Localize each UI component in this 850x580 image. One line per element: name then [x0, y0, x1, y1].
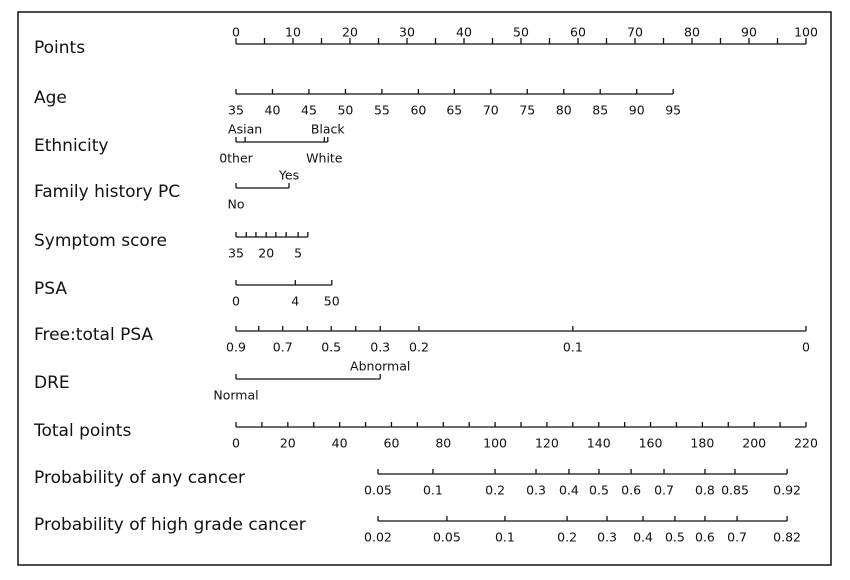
- tick-label: 0.5: [589, 483, 609, 498]
- tick-label: 4: [291, 294, 299, 309]
- tick-label: 180: [690, 436, 714, 451]
- tick-label: 0.7: [273, 340, 293, 355]
- tick-label: 0: [232, 294, 240, 309]
- tick-label: 65: [446, 103, 462, 118]
- tick-label: 20: [280, 436, 296, 451]
- tick-label: 160: [639, 436, 663, 451]
- row-label: Probability of high grade cancer: [34, 515, 306, 535]
- tick-label: 45: [301, 103, 317, 118]
- tick-label: 140: [587, 436, 611, 451]
- tick-label: 50: [513, 25, 529, 40]
- tick-label: 0.1: [563, 340, 583, 355]
- tick-label: 0.05: [364, 483, 392, 498]
- tick-label: 75: [519, 103, 535, 118]
- tick-label: 35: [228, 103, 244, 118]
- tick-label: 100: [483, 436, 507, 451]
- frame: [17, 11, 832, 566]
- tick-label: 60: [384, 436, 400, 451]
- tick-label: 40: [456, 25, 472, 40]
- tick-label: 0.2: [557, 530, 577, 545]
- tick-label: Normal: [213, 388, 258, 403]
- tick-label: 0.4: [633, 530, 653, 545]
- row-label: Total points: [33, 421, 131, 441]
- tick-label: 35: [228, 246, 244, 261]
- row-label: PSA: [34, 279, 67, 299]
- tick-label: 200: [742, 436, 766, 451]
- tick-label: 60: [410, 103, 426, 118]
- tick-label: 30: [399, 25, 415, 40]
- tick-label: 0.05: [433, 530, 461, 545]
- tick-label: Asian: [228, 122, 262, 137]
- row-label: Probability of any cancer: [34, 468, 245, 488]
- tick-label: 0.02: [364, 530, 392, 545]
- tick-label: 85: [592, 103, 608, 118]
- tick-label: 50: [324, 294, 340, 309]
- tick-label: 80: [684, 25, 700, 40]
- tick-label: No: [228, 197, 245, 212]
- tick-label: 0.3: [597, 530, 617, 545]
- tick-label: 0.5: [665, 530, 685, 545]
- tick-label: 0.85: [721, 483, 749, 498]
- tick-label: 0: [802, 340, 810, 355]
- tick-label: 0.6: [621, 483, 641, 498]
- tick-label: 0.8: [695, 483, 715, 498]
- tick-label: 0: [232, 25, 240, 40]
- tick-label: 90: [741, 25, 757, 40]
- tick-label: 40: [265, 103, 281, 118]
- tick-label: 220: [794, 436, 818, 451]
- tick-label: Abnormal: [350, 359, 410, 374]
- row-label: DRE: [34, 373, 70, 393]
- tick-label: 0.1: [495, 530, 515, 545]
- row-label: Age: [34, 88, 67, 108]
- tick-label: 90: [629, 103, 645, 118]
- tick-label: 0ther: [219, 151, 253, 166]
- tick-label: 0.3: [526, 483, 546, 498]
- tick-label: 10: [285, 25, 301, 40]
- tick-label: 0.2: [485, 483, 505, 498]
- row-label: Free:total PSA: [34, 325, 153, 345]
- tick-label: Yes: [278, 168, 299, 183]
- tick-label: 5: [294, 246, 302, 261]
- row-label: Family history PC: [34, 182, 180, 202]
- tick-label: 0.2: [409, 340, 429, 355]
- tick-label: 0.6: [695, 530, 715, 545]
- tick-label: 60: [570, 25, 586, 40]
- tick-label: 70: [627, 25, 643, 40]
- tick-label: 0.4: [559, 483, 579, 498]
- tick-label: Black: [311, 122, 346, 137]
- tick-label: 20: [258, 246, 274, 261]
- tick-label: 50: [337, 103, 353, 118]
- tick-label: 0.5: [321, 340, 341, 355]
- tick-label: 40: [332, 436, 348, 451]
- tick-label: 120: [535, 436, 559, 451]
- tick-label: 0.7: [654, 483, 674, 498]
- row-label: Ethnicity: [34, 136, 108, 156]
- tick-label: 80: [556, 103, 572, 118]
- tick-label: 100: [794, 25, 818, 40]
- tick-label: 0: [232, 436, 240, 451]
- tick-label: 0.7: [727, 530, 747, 545]
- tick-label: 95: [665, 103, 681, 118]
- tick-label: 0.1: [423, 483, 443, 498]
- tick-label: 80: [435, 436, 451, 451]
- tick-label: 70: [483, 103, 499, 118]
- tick-label: 0.82: [773, 530, 801, 545]
- tick-label: 0.9: [226, 340, 246, 355]
- row-label: Points: [34, 38, 85, 58]
- row-label: Symptom score: [34, 231, 167, 251]
- tick-label: 20: [342, 25, 358, 40]
- tick-label: 0.92: [773, 483, 801, 498]
- tick-label: 55: [374, 103, 390, 118]
- tick-label: White: [306, 151, 343, 166]
- tick-label: 0.3: [370, 340, 390, 355]
